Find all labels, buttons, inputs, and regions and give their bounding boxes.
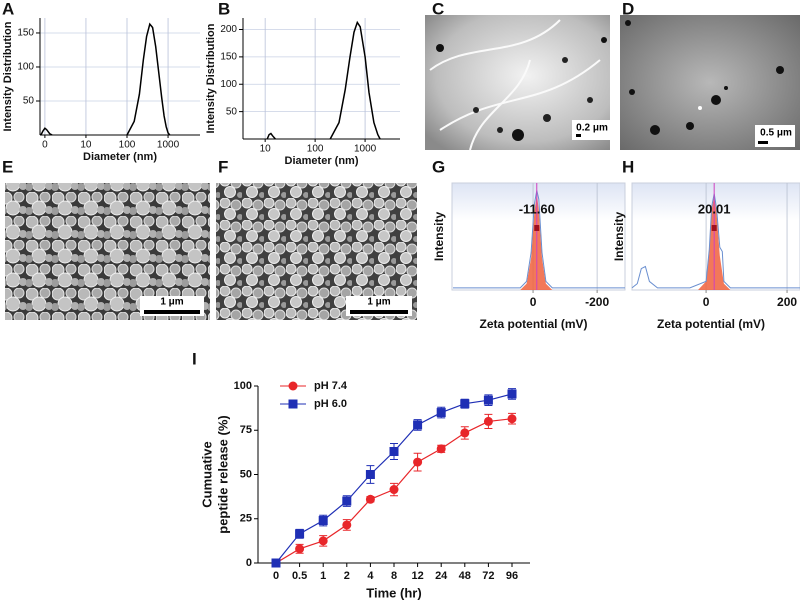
legend-marker (288, 399, 298, 409)
x-tick-label: 8 (391, 570, 397, 582)
legend-label: pH 7.4 (314, 380, 348, 392)
panel-label: B (218, 0, 230, 18)
y-axis-label: peptide release (%) (215, 415, 230, 534)
x-tick-label: 48 (459, 570, 471, 582)
y-tick-label: 100 (220, 79, 237, 90)
marker (295, 544, 305, 554)
panel-label: I (192, 349, 197, 368)
x-tick-label: 0 (530, 295, 537, 309)
marker (483, 416, 493, 426)
line (40, 22, 171, 136)
marker (460, 399, 470, 409)
y-tick-label: 50 (226, 106, 238, 117)
panel-label: E (2, 157, 13, 176)
area (520, 193, 553, 290)
x-tick-label: 100 (119, 140, 136, 151)
x-axis-label: Zeta potential (mV) (657, 317, 765, 331)
legend-label: pH 6.0 (314, 398, 347, 410)
scale-bar-label: 0.2 μm (576, 123, 608, 134)
y-axis-label: Intensity (612, 212, 626, 262)
x-axis-label: Zeta potential (mV) (479, 317, 587, 331)
marker (507, 389, 517, 399)
marker (318, 536, 328, 546)
panel-label: D (622, 0, 634, 18)
marker (365, 494, 375, 504)
y-tick-label: 50 (240, 468, 252, 480)
marker (413, 420, 423, 430)
marker (460, 428, 470, 438)
marker (295, 529, 305, 539)
marker (342, 496, 352, 506)
panel-label: G (432, 157, 445, 176)
marker (342, 520, 352, 530)
y-tick-label: 150 (220, 52, 237, 63)
x-tick-label: 96 (506, 570, 518, 582)
y-tick-label: 100 (17, 62, 34, 73)
panel-label: H (622, 157, 634, 176)
x-tick-label: 24 (435, 570, 448, 582)
peak-marker (534, 225, 540, 231)
scale-bar-label: 1 μm (367, 297, 390, 308)
marker (389, 446, 399, 456)
marker (483, 395, 493, 405)
line (275, 393, 513, 564)
scale-bar-label: 0.5 μm (760, 128, 792, 139)
panel-label: A (2, 0, 14, 18)
annotation: -11.60 (519, 201, 555, 216)
marker (318, 516, 328, 526)
x-tick-label: 1 (320, 570, 326, 582)
annotation: 20.01 (698, 201, 731, 216)
x-tick-label: 100 (307, 144, 324, 155)
x-tick-label: 10 (260, 144, 272, 155)
x-tick-label: 0.5 (292, 570, 307, 582)
x-axis-label: Diameter (nm) (83, 151, 157, 163)
x-tick-label: 0 (42, 140, 48, 151)
y-axis-label: Intensity Distribution (205, 23, 217, 133)
marker (436, 408, 446, 418)
panel-label: C (432, 0, 444, 18)
marker (271, 558, 281, 568)
scale-bar-label: 1 μm (160, 297, 183, 308)
x-tick-label: 10 (80, 140, 92, 151)
y-axis-label: Intensity (432, 212, 446, 262)
y-tick-label: 75 (240, 424, 252, 436)
peak-marker (711, 225, 717, 231)
panel-label: F (218, 157, 228, 176)
y-axis-label: Cumuative (199, 441, 214, 507)
sem-image: 1 μm (216, 183, 417, 320)
x-tick-label: 0 (273, 570, 279, 582)
x-tick-label: 1000 (354, 144, 377, 155)
x-tick-label: 72 (482, 570, 494, 582)
y-axis-label: Intensity Distribution (2, 21, 14, 131)
sem-image: 1 μm (5, 183, 210, 320)
x-tick-label: 4 (367, 570, 374, 582)
y-tick-label: 100 (234, 380, 252, 392)
x-tick-label: 1000 (157, 140, 180, 151)
x-tick-label: 200 (777, 295, 797, 309)
y-tick-label: 0 (246, 557, 252, 569)
y-tick-label: 150 (17, 28, 34, 39)
y-tick-label: 200 (220, 24, 237, 35)
x-tick-label: 2 (344, 570, 350, 582)
x-tick-label: -200 (585, 295, 609, 309)
x-axis-label: Time (hr) (366, 585, 421, 600)
y-tick-label: 25 (240, 513, 252, 525)
legend-marker (288, 381, 298, 391)
line (631, 193, 800, 289)
x-tick-label: 0 (703, 295, 710, 309)
y-tick-label: 50 (23, 96, 35, 107)
tem-image: 0.5 μm (620, 15, 800, 150)
marker (413, 457, 423, 467)
marker (365, 470, 375, 479)
marker (436, 444, 446, 454)
marker (507, 414, 517, 424)
x-tick-label: 12 (411, 570, 423, 582)
marker (389, 485, 399, 495)
tem-image: 0.2 μm (425, 15, 610, 151)
x-axis-label: Diameter (nm) (285, 155, 359, 167)
line (266, 20, 381, 140)
